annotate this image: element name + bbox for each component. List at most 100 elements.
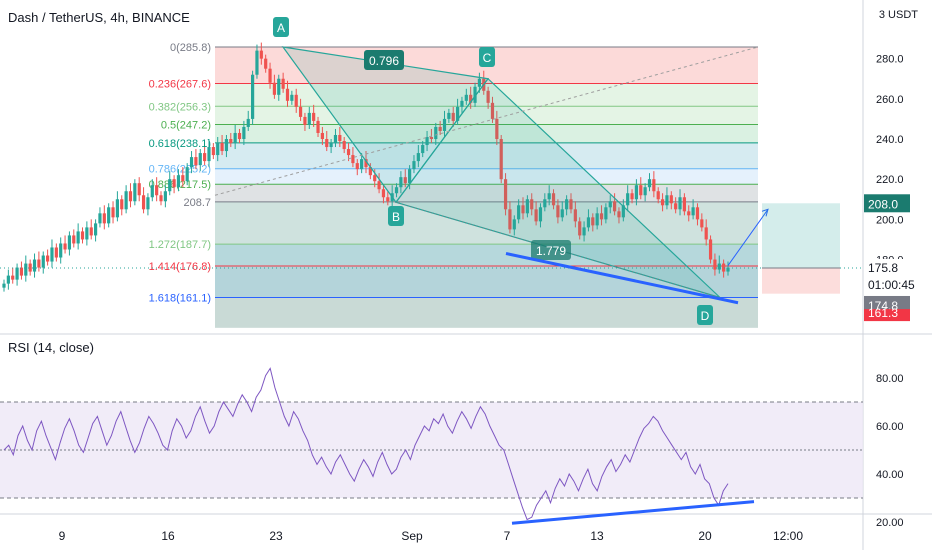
candle-body (124, 191, 128, 210)
currency-label[interactable]: 3 USDT (878, 9, 918, 21)
candle-body (281, 78, 285, 89)
candle-body (373, 175, 377, 182)
candle-body (85, 227, 89, 240)
pattern-point-label: B (392, 210, 400, 224)
candle-body (442, 118, 447, 131)
candle-body (294, 94, 298, 107)
fib-level-label: 0.5(247.2) (161, 120, 211, 132)
target-zone (762, 203, 840, 268)
candle-body (329, 143, 333, 148)
candle-body (477, 78, 481, 87)
candle-body (381, 189, 386, 198)
candle-body (565, 199, 569, 210)
candle-body (682, 197, 686, 212)
candle-body (255, 50, 259, 75)
y-tick-label: 220.0 (876, 174, 904, 186)
candle-body (687, 211, 691, 216)
candle-body (72, 235, 76, 244)
candle-body (41, 255, 45, 268)
pattern-point-marker (273, 17, 289, 37)
candle-body (499, 139, 503, 180)
candle-body (298, 106, 303, 117)
candle-body (626, 193, 630, 206)
candle-body (28, 263, 32, 272)
candle-body (451, 112, 455, 121)
candle-body (543, 199, 547, 208)
candle-body (146, 197, 150, 210)
x-tick-label: 7 (504, 529, 511, 543)
price-tag-current-bg (864, 258, 910, 276)
candle-body (556, 205, 560, 218)
candle-body (695, 207, 700, 220)
candle-body (290, 94, 294, 101)
candle-body (708, 239, 713, 260)
candle-body (525, 199, 529, 214)
candle-body (54, 247, 58, 258)
candle-body (630, 193, 634, 200)
candle-body (246, 118, 250, 127)
stop-zone (762, 267, 840, 294)
candle-body (303, 116, 307, 125)
candle-body (181, 175, 185, 182)
candle-body (107, 207, 111, 224)
candle-body (503, 179, 508, 210)
candle-body (307, 112, 311, 125)
candle-body (726, 267, 730, 272)
fib-level-label: 0.382(256.3) (149, 101, 211, 113)
candle-body (490, 102, 495, 119)
fib-level-label: 0.786(225.2) (149, 164, 211, 176)
rsi-y-tick-label: 20.00 (876, 517, 904, 529)
candle-body (233, 132, 237, 144)
candle-body (325, 139, 329, 148)
fib-level-label: 1.414(176.8) (149, 261, 211, 273)
x-tick-label: 16 (161, 529, 175, 543)
candle-body (691, 207, 695, 216)
candle-body (621, 205, 625, 218)
candle-body (722, 263, 726, 272)
fib-band (215, 106, 758, 125)
candle-body (159, 195, 163, 202)
candle-body (434, 126, 438, 140)
candle-body (76, 231, 80, 244)
candle-body (37, 259, 41, 268)
candle-body (2, 283, 6, 288)
candle-body (704, 227, 708, 240)
candle-body (613, 201, 617, 212)
candle-body (425, 136, 429, 146)
candle-body (608, 201, 612, 208)
rsi-y-tick-label: 60.00 (876, 421, 904, 433)
candle-body (473, 86, 477, 103)
candle-body (639, 185, 643, 196)
candle-body (569, 199, 573, 210)
candle-body (595, 213, 599, 226)
candle-body (189, 157, 194, 168)
fib-band (215, 124, 758, 143)
candle-body (15, 267, 19, 280)
fib-band (215, 168, 758, 185)
candle-body (272, 82, 277, 95)
ratio-label: 0.796 (369, 54, 399, 68)
price-tag-target: 208.0 (868, 197, 898, 211)
candle-body (408, 169, 412, 184)
candle-body (133, 183, 137, 202)
pattern-point-marker (388, 206, 404, 226)
candle-body (229, 139, 233, 144)
candle-body (6, 275, 10, 284)
candle-body (447, 112, 451, 119)
candle-body (534, 209, 538, 222)
candle-body (155, 185, 159, 196)
x-tick-label: 20 (698, 529, 712, 543)
candle-body (198, 153, 202, 166)
candle-body (320, 132, 324, 140)
candle-body (547, 193, 551, 200)
candle-body (438, 126, 442, 131)
candle-body (141, 195, 146, 210)
candle-body (656, 191, 660, 200)
candle-body (285, 88, 290, 101)
candle-body (351, 155, 355, 164)
candle-body (237, 132, 242, 140)
fib-level-label: 0.618(238.1) (149, 138, 211, 150)
candle-body (652, 179, 656, 192)
price-tag-countdown: 01:00:45 (868, 278, 915, 292)
price-tag-countdown-bg (864, 275, 910, 293)
